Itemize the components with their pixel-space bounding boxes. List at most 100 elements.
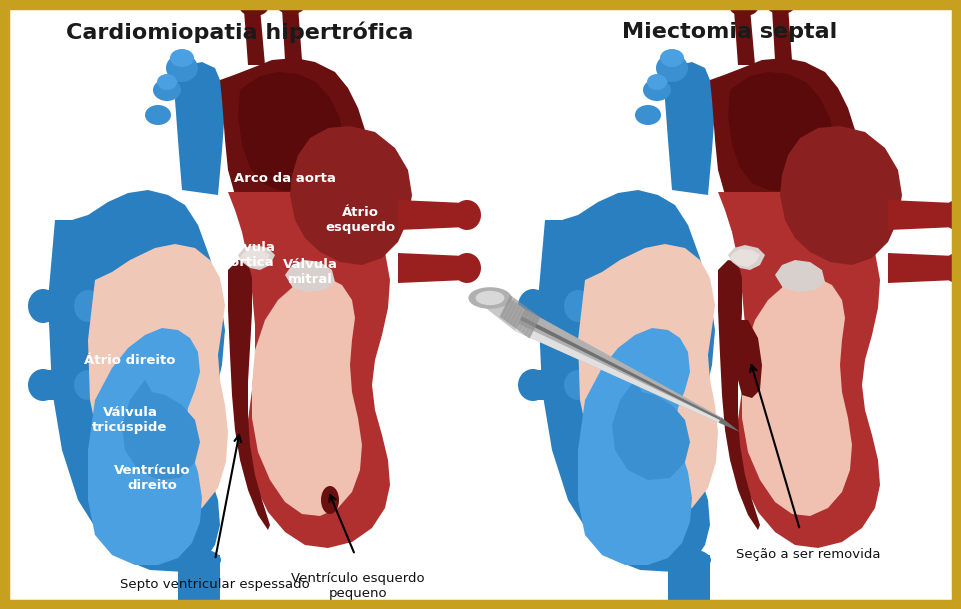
Ellipse shape — [453, 200, 481, 230]
Polygon shape — [775, 260, 825, 292]
Text: Válvula
tricúspide: Válvula tricúspide — [92, 406, 167, 434]
Polygon shape — [730, 249, 760, 267]
Text: Ventrículo esquerdo
pequeno: Ventrículo esquerdo pequeno — [291, 572, 425, 600]
Ellipse shape — [28, 369, 58, 401]
Polygon shape — [728, 72, 834, 192]
Text: Válvula
mitral: Válvula mitral — [283, 258, 337, 286]
Polygon shape — [772, 6, 792, 60]
Polygon shape — [503, 297, 516, 321]
Polygon shape — [524, 313, 537, 336]
Ellipse shape — [157, 74, 177, 90]
Ellipse shape — [730, 0, 758, 16]
Polygon shape — [485, 288, 526, 331]
Polygon shape — [888, 200, 957, 230]
Ellipse shape — [647, 74, 667, 90]
Polygon shape — [521, 311, 534, 334]
Ellipse shape — [943, 253, 961, 283]
Polygon shape — [282, 6, 302, 60]
Ellipse shape — [635, 105, 661, 125]
Text: Átrio direito: Átrio direito — [85, 353, 176, 367]
Polygon shape — [88, 328, 202, 565]
Ellipse shape — [518, 369, 548, 401]
Polygon shape — [515, 309, 722, 423]
Ellipse shape — [643, 79, 671, 101]
Polygon shape — [578, 244, 718, 518]
Polygon shape — [398, 200, 467, 230]
Text: Válvula
aórtica: Válvula aórtica — [221, 241, 276, 269]
Ellipse shape — [153, 79, 181, 101]
Polygon shape — [710, 58, 858, 220]
Ellipse shape — [656, 54, 688, 82]
Polygon shape — [228, 190, 390, 548]
Ellipse shape — [240, 0, 268, 16]
Ellipse shape — [453, 253, 481, 283]
Polygon shape — [742, 278, 852, 516]
Bar — [178, 555, 220, 605]
Polygon shape — [612, 380, 690, 480]
Ellipse shape — [518, 289, 548, 323]
Polygon shape — [88, 244, 228, 518]
Polygon shape — [228, 260, 270, 530]
Polygon shape — [734, 8, 755, 65]
Polygon shape — [290, 126, 412, 265]
Ellipse shape — [177, 549, 221, 571]
Polygon shape — [780, 126, 902, 265]
Ellipse shape — [277, 0, 305, 14]
Ellipse shape — [74, 370, 102, 400]
Polygon shape — [718, 190, 880, 548]
Bar — [532, 290, 587, 322]
Ellipse shape — [476, 291, 505, 305]
Bar — [532, 370, 587, 400]
Text: Cardiomiopatia hipertrófica: Cardiomiopatia hipertrófica — [66, 21, 413, 43]
Polygon shape — [220, 58, 368, 220]
Polygon shape — [508, 302, 523, 325]
Polygon shape — [48, 190, 225, 572]
Polygon shape — [518, 309, 531, 332]
Text: Seção a ser removida: Seção a ser removida — [736, 548, 880, 561]
Polygon shape — [240, 249, 270, 267]
Ellipse shape — [667, 549, 711, 571]
Polygon shape — [718, 260, 760, 530]
Polygon shape — [728, 245, 765, 270]
Bar — [668, 555, 710, 605]
Polygon shape — [719, 417, 740, 432]
Polygon shape — [122, 380, 200, 480]
Polygon shape — [175, 62, 225, 195]
Polygon shape — [520, 317, 721, 420]
Polygon shape — [515, 323, 720, 423]
Text: Átrio
esquerdo: Átrio esquerdo — [325, 206, 395, 234]
Polygon shape — [500, 295, 513, 319]
Polygon shape — [527, 315, 540, 339]
Ellipse shape — [166, 54, 198, 82]
Polygon shape — [665, 62, 715, 195]
Ellipse shape — [767, 0, 795, 14]
Polygon shape — [538, 190, 715, 572]
Polygon shape — [238, 72, 344, 192]
Ellipse shape — [660, 49, 684, 67]
Polygon shape — [398, 253, 467, 283]
Ellipse shape — [564, 290, 592, 322]
Polygon shape — [738, 320, 762, 398]
Ellipse shape — [321, 486, 339, 514]
Polygon shape — [578, 328, 692, 565]
Text: Ventrículo
direito: Ventrículo direito — [113, 464, 190, 492]
Ellipse shape — [564, 370, 592, 400]
Polygon shape — [888, 253, 957, 283]
Ellipse shape — [468, 287, 511, 309]
Polygon shape — [515, 306, 529, 329]
Ellipse shape — [28, 289, 58, 323]
Ellipse shape — [145, 105, 171, 125]
Polygon shape — [244, 8, 265, 65]
Text: Arco da aorta: Arco da aorta — [234, 172, 336, 185]
Bar — [42, 370, 97, 400]
Text: Septo ventricular espessado: Septo ventricular espessado — [120, 578, 309, 591]
Polygon shape — [285, 260, 335, 292]
Ellipse shape — [74, 290, 102, 322]
Text: Miectomia septal: Miectomia septal — [623, 22, 838, 42]
Polygon shape — [511, 304, 526, 328]
Polygon shape — [238, 245, 275, 270]
Polygon shape — [505, 300, 519, 323]
Ellipse shape — [170, 49, 194, 67]
Bar — [42, 290, 97, 322]
Ellipse shape — [943, 200, 961, 230]
